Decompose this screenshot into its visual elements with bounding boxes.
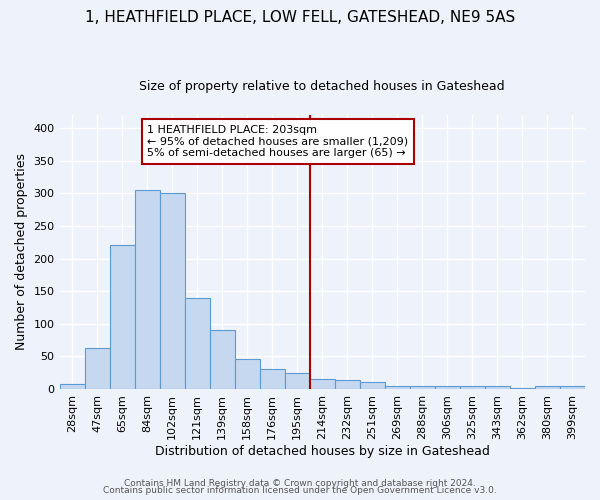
Bar <box>535 386 560 389</box>
Bar <box>260 368 285 389</box>
Bar <box>134 190 160 389</box>
Y-axis label: Number of detached properties: Number of detached properties <box>15 154 28 350</box>
Text: Contains HM Land Registry data © Crown copyright and database right 2024.: Contains HM Land Registry data © Crown c… <box>124 478 476 488</box>
Bar <box>185 298 209 389</box>
Text: Contains public sector information licensed under the Open Government Licence v3: Contains public sector information licen… <box>103 486 497 495</box>
Bar <box>59 384 85 389</box>
Bar <box>485 386 510 389</box>
Title: Size of property relative to detached houses in Gateshead: Size of property relative to detached ho… <box>139 80 505 93</box>
Text: 1, HEATHFIELD PLACE, LOW FELL, GATESHEAD, NE9 5AS: 1, HEATHFIELD PLACE, LOW FELL, GATESHEAD… <box>85 10 515 25</box>
Bar <box>385 386 410 389</box>
Bar <box>410 386 435 389</box>
Bar <box>435 386 460 389</box>
Bar <box>335 380 360 389</box>
X-axis label: Distribution of detached houses by size in Gateshead: Distribution of detached houses by size … <box>155 444 490 458</box>
Bar <box>85 348 110 389</box>
Bar <box>209 330 235 389</box>
Bar <box>460 386 485 389</box>
Bar <box>560 386 585 389</box>
Bar <box>160 192 185 389</box>
Bar <box>235 359 260 389</box>
Bar <box>360 382 385 389</box>
Text: 1 HEATHFIELD PLACE: 203sqm
← 95% of detached houses are smaller (1,209)
5% of se: 1 HEATHFIELD PLACE: 203sqm ← 95% of deta… <box>147 125 408 158</box>
Bar <box>110 246 134 389</box>
Bar <box>510 388 535 389</box>
Bar <box>285 374 310 389</box>
Bar <box>310 379 335 389</box>
